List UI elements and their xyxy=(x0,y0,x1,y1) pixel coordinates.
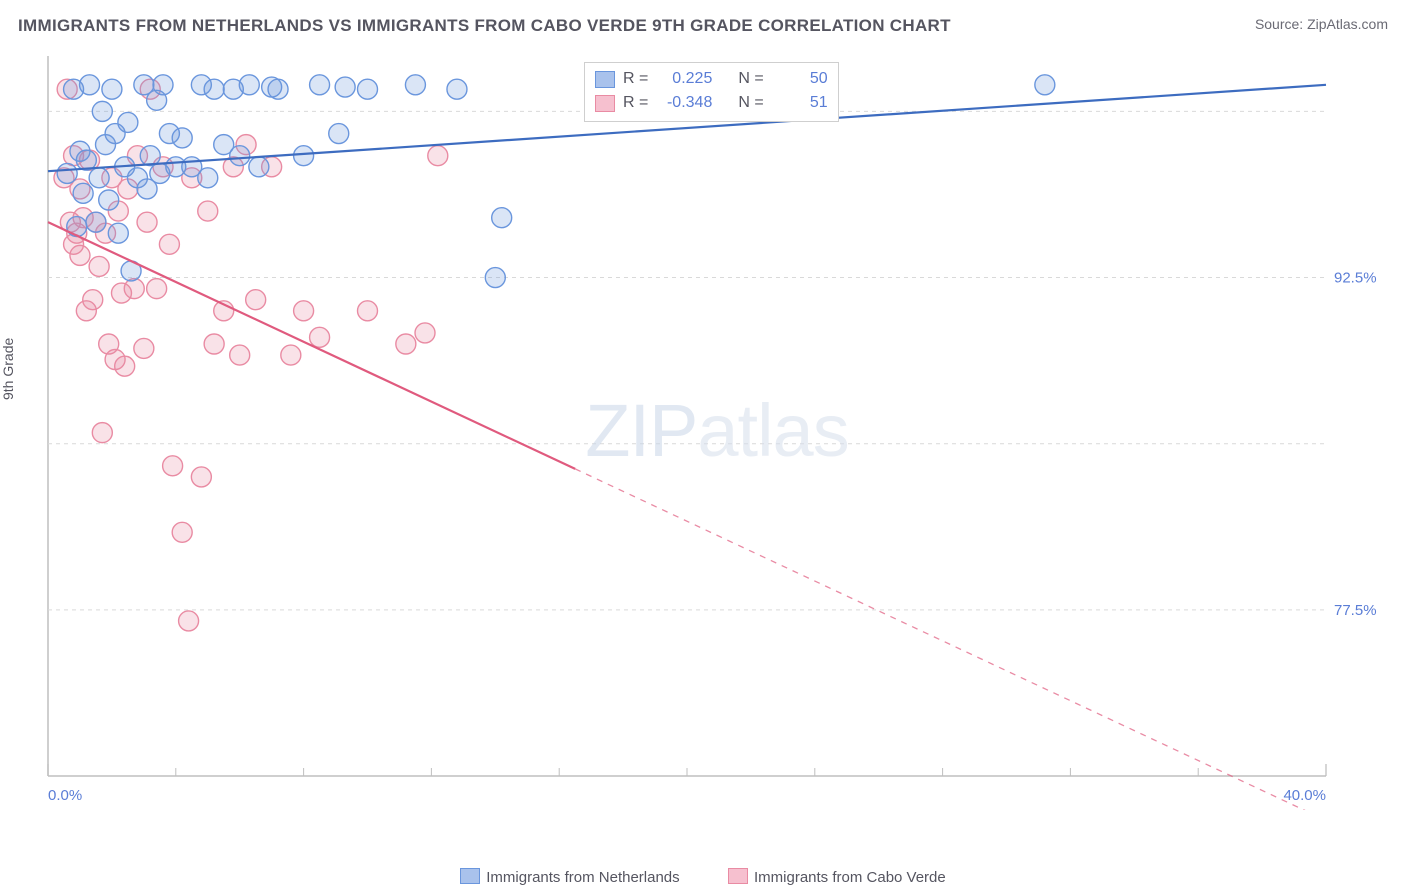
legend-label-caboverde: Immigrants from Cabo Verde xyxy=(754,869,946,886)
svg-text:77.5%: 77.5% xyxy=(1334,602,1377,619)
legend-swatch-netherlands xyxy=(460,868,480,884)
chart-svg: 77.5% 92.5% 0.0% 40.0% xyxy=(46,54,1388,810)
chart-plot-area: 77.5%92.5%0.0%40.0% ZIPatlas R = 0.225 N… xyxy=(46,54,1388,810)
correlation-legend-box: R = 0.225 N = 50 R = -0.348 N = 51 xyxy=(584,62,839,122)
chart-header: IMMIGRANTS FROM NETHERLANDS VS IMMIGRANT… xyxy=(18,16,1388,44)
legend-label-netherlands: Immigrants from Netherlands xyxy=(486,869,679,886)
svg-text:0.0%: 0.0% xyxy=(48,787,82,804)
source-prefix: Source: xyxy=(1255,16,1307,32)
series-legend: Immigrants from Netherlands Immigrants f… xyxy=(0,868,1406,886)
source-link[interactable]: ZipAtlas.com xyxy=(1307,16,1388,32)
svg-text:92.5%: 92.5% xyxy=(1334,270,1377,287)
chart-title: IMMIGRANTS FROM NETHERLANDS VS IMMIGRANT… xyxy=(18,16,951,35)
legend-item-caboverde: Immigrants from Cabo Verde xyxy=(728,869,946,886)
legend-swatch-caboverde xyxy=(728,868,748,884)
y-axis-label: 9th Grade xyxy=(0,338,16,400)
svg-text:40.0%: 40.0% xyxy=(1283,787,1326,804)
legend-item-netherlands: Immigrants from Netherlands xyxy=(460,869,684,886)
source-attribution: Source: ZipAtlas.com xyxy=(1255,16,1388,32)
